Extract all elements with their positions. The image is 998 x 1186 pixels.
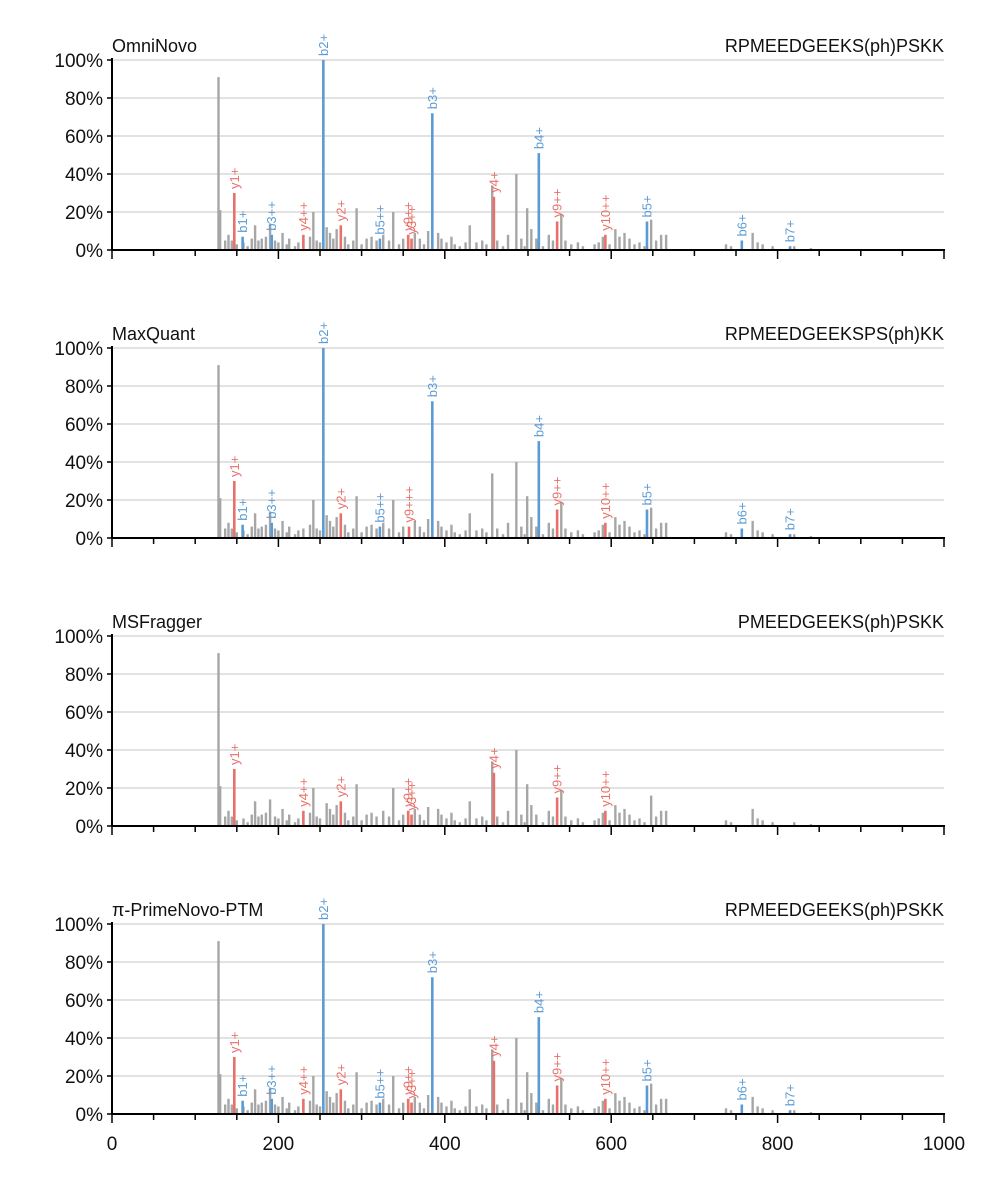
ion-label: b5++ — [372, 205, 387, 235]
panel-title: OmniNovo — [112, 36, 197, 56]
panel-primenovo-ptm: π-PrimeNovo-PTM RPMEEDGEEKS(ph)PSKK 0% 20… — [54, 898, 965, 1155]
y-tick-label: 0% — [76, 817, 104, 838]
ion-label: b5+ — [639, 1059, 654, 1081]
ion-label: y4+ — [486, 747, 501, 768]
ion-label: b3++ — [264, 489, 279, 519]
y-tick-label: 0% — [76, 529, 104, 550]
y-tick-label: 100% — [54, 915, 103, 936]
y-tick-label: 60% — [65, 991, 103, 1012]
panel-maxquant: MaxQuant RPMEEDGEEKSPS(ph)KK 0% 20% 40% 60%… — [54, 322, 945, 550]
y-tick-label: 40% — [65, 453, 103, 474]
x-tick-label: 400 — [429, 1134, 461, 1155]
ion-label: y9+++ — [402, 486, 417, 523]
x-tick-label: 200 — [263, 1134, 295, 1155]
ion-label: b4+ — [531, 127, 546, 149]
ion-label: y9++ — [550, 765, 565, 794]
ion-label: b6+ — [734, 1078, 749, 1100]
ion-label: b3+ — [425, 951, 440, 973]
peptide-sequence: PMEEDGEEKS(ph)PSKK — [738, 612, 944, 632]
ion-label: b5++ — [372, 1069, 387, 1099]
ion-label: y4++ — [296, 778, 311, 807]
panel-omninovo: OmniNovo RPMEEDGEEKS(ph)PSKK 0% 20% 40% 60%… — [54, 34, 945, 262]
ion-label: b3++ — [264, 1065, 279, 1095]
y-tick-label: 0% — [76, 1105, 104, 1126]
y-tick-label: 100% — [54, 51, 103, 72]
ion-label: b6+ — [734, 502, 749, 524]
ion-label: y9++ — [401, 202, 416, 231]
ion-label: b5+ — [639, 195, 654, 217]
ion-label: y3++ — [404, 206, 419, 235]
y-tick-label: 60% — [65, 415, 103, 436]
ion-label: y10++ — [598, 195, 613, 231]
ion-label: y2+ — [333, 1064, 348, 1085]
ion-label: y10++ — [598, 771, 613, 807]
y-tick-label: 0% — [76, 241, 104, 262]
y-tick-label: 80% — [65, 665, 103, 686]
peptide-sequence: RPMEEDGEEKSPS(ph)KK — [725, 324, 944, 344]
x-tick-label: 0 — [107, 1134, 118, 1155]
ion-label: b3++ — [264, 201, 279, 231]
ion-label: y4+ — [486, 1035, 501, 1056]
panel-title: MSFragger — [112, 612, 202, 632]
ion-label: y4++ — [296, 202, 311, 231]
y-tick-label: 20% — [65, 491, 103, 512]
ion-label: b7+ — [783, 220, 798, 242]
ion-label: y2+ — [333, 488, 348, 509]
x-tick-label: 800 — [762, 1134, 794, 1155]
y-tick-label: 20% — [65, 779, 103, 800]
ion-label: b3+ — [425, 375, 440, 397]
ion-label: y10++ — [598, 483, 613, 519]
ion-label: b6+ — [734, 214, 749, 236]
ion-label: b7+ — [783, 508, 798, 530]
y-tick-label: 60% — [65, 127, 103, 148]
panel-msfragger: MSFragger PMEEDGEEKS(ph)PSKK 0% 20% 40% 60%… — [54, 612, 945, 838]
ion-label: b5+ — [639, 483, 654, 505]
y-tick-label: 100% — [54, 627, 103, 648]
peptide-sequence: RPMEEDGEEKS(ph)PSKK — [725, 900, 944, 920]
ion-label: b3+ — [425, 87, 440, 109]
ion-label: y9++ — [401, 1066, 416, 1095]
ion-label: y2+ — [333, 776, 348, 797]
panel-title: MaxQuant — [112, 324, 195, 344]
y-tick-label: 80% — [65, 377, 103, 398]
y-tick-label: 40% — [65, 741, 103, 762]
ion-label: y3++ — [404, 782, 419, 811]
ion-label: y9++ — [401, 778, 416, 807]
y-tick-label: 20% — [65, 203, 103, 224]
ion-label: b1+ — [235, 499, 250, 521]
y-tick-label: 80% — [65, 953, 103, 974]
y-tick-label: 40% — [65, 1029, 103, 1050]
y-tick-label: 40% — [65, 165, 103, 186]
ion-label: b2+ — [316, 322, 331, 344]
ion-label: y1+ — [227, 456, 242, 477]
ion-label: b2+ — [316, 898, 331, 920]
peptide-sequence: RPMEEDGEEKS(ph)PSKK — [725, 36, 944, 56]
y-tick-label: 20% — [65, 1067, 103, 1088]
ion-label: y4++ — [296, 1066, 311, 1095]
ion-label: y9++ — [550, 477, 565, 506]
ion-label: y9++ — [550, 1053, 565, 1082]
ion-label: b2+ — [316, 34, 331, 56]
ion-label: y9++ — [550, 189, 565, 218]
ion-label: y2+ — [333, 200, 348, 221]
y-tick-label: 80% — [65, 89, 103, 110]
ion-label: y4+ — [486, 171, 501, 192]
ion-label: b1+ — [235, 1075, 250, 1097]
ion-label: b1+ — [235, 211, 250, 233]
ion-label: b4+ — [531, 991, 546, 1013]
panel-title: π-PrimeNovo-PTM — [112, 900, 263, 920]
ion-label: y1+ — [227, 168, 242, 189]
ion-label: y1+ — [227, 1032, 242, 1053]
y-tick-label: 60% — [65, 703, 103, 724]
ion-label: b4+ — [531, 415, 546, 437]
ion-label: y1+ — [227, 744, 242, 765]
ion-label: y10++ — [598, 1059, 613, 1095]
x-tick-label: 600 — [595, 1134, 627, 1155]
ion-label: b5++ — [372, 493, 387, 523]
ion-label: b7+ — [783, 1084, 798, 1106]
ion-label: y3++ — [404, 1070, 419, 1099]
x-tick-label: 1000 — [923, 1134, 965, 1155]
y-tick-label: 100% — [54, 339, 103, 360]
